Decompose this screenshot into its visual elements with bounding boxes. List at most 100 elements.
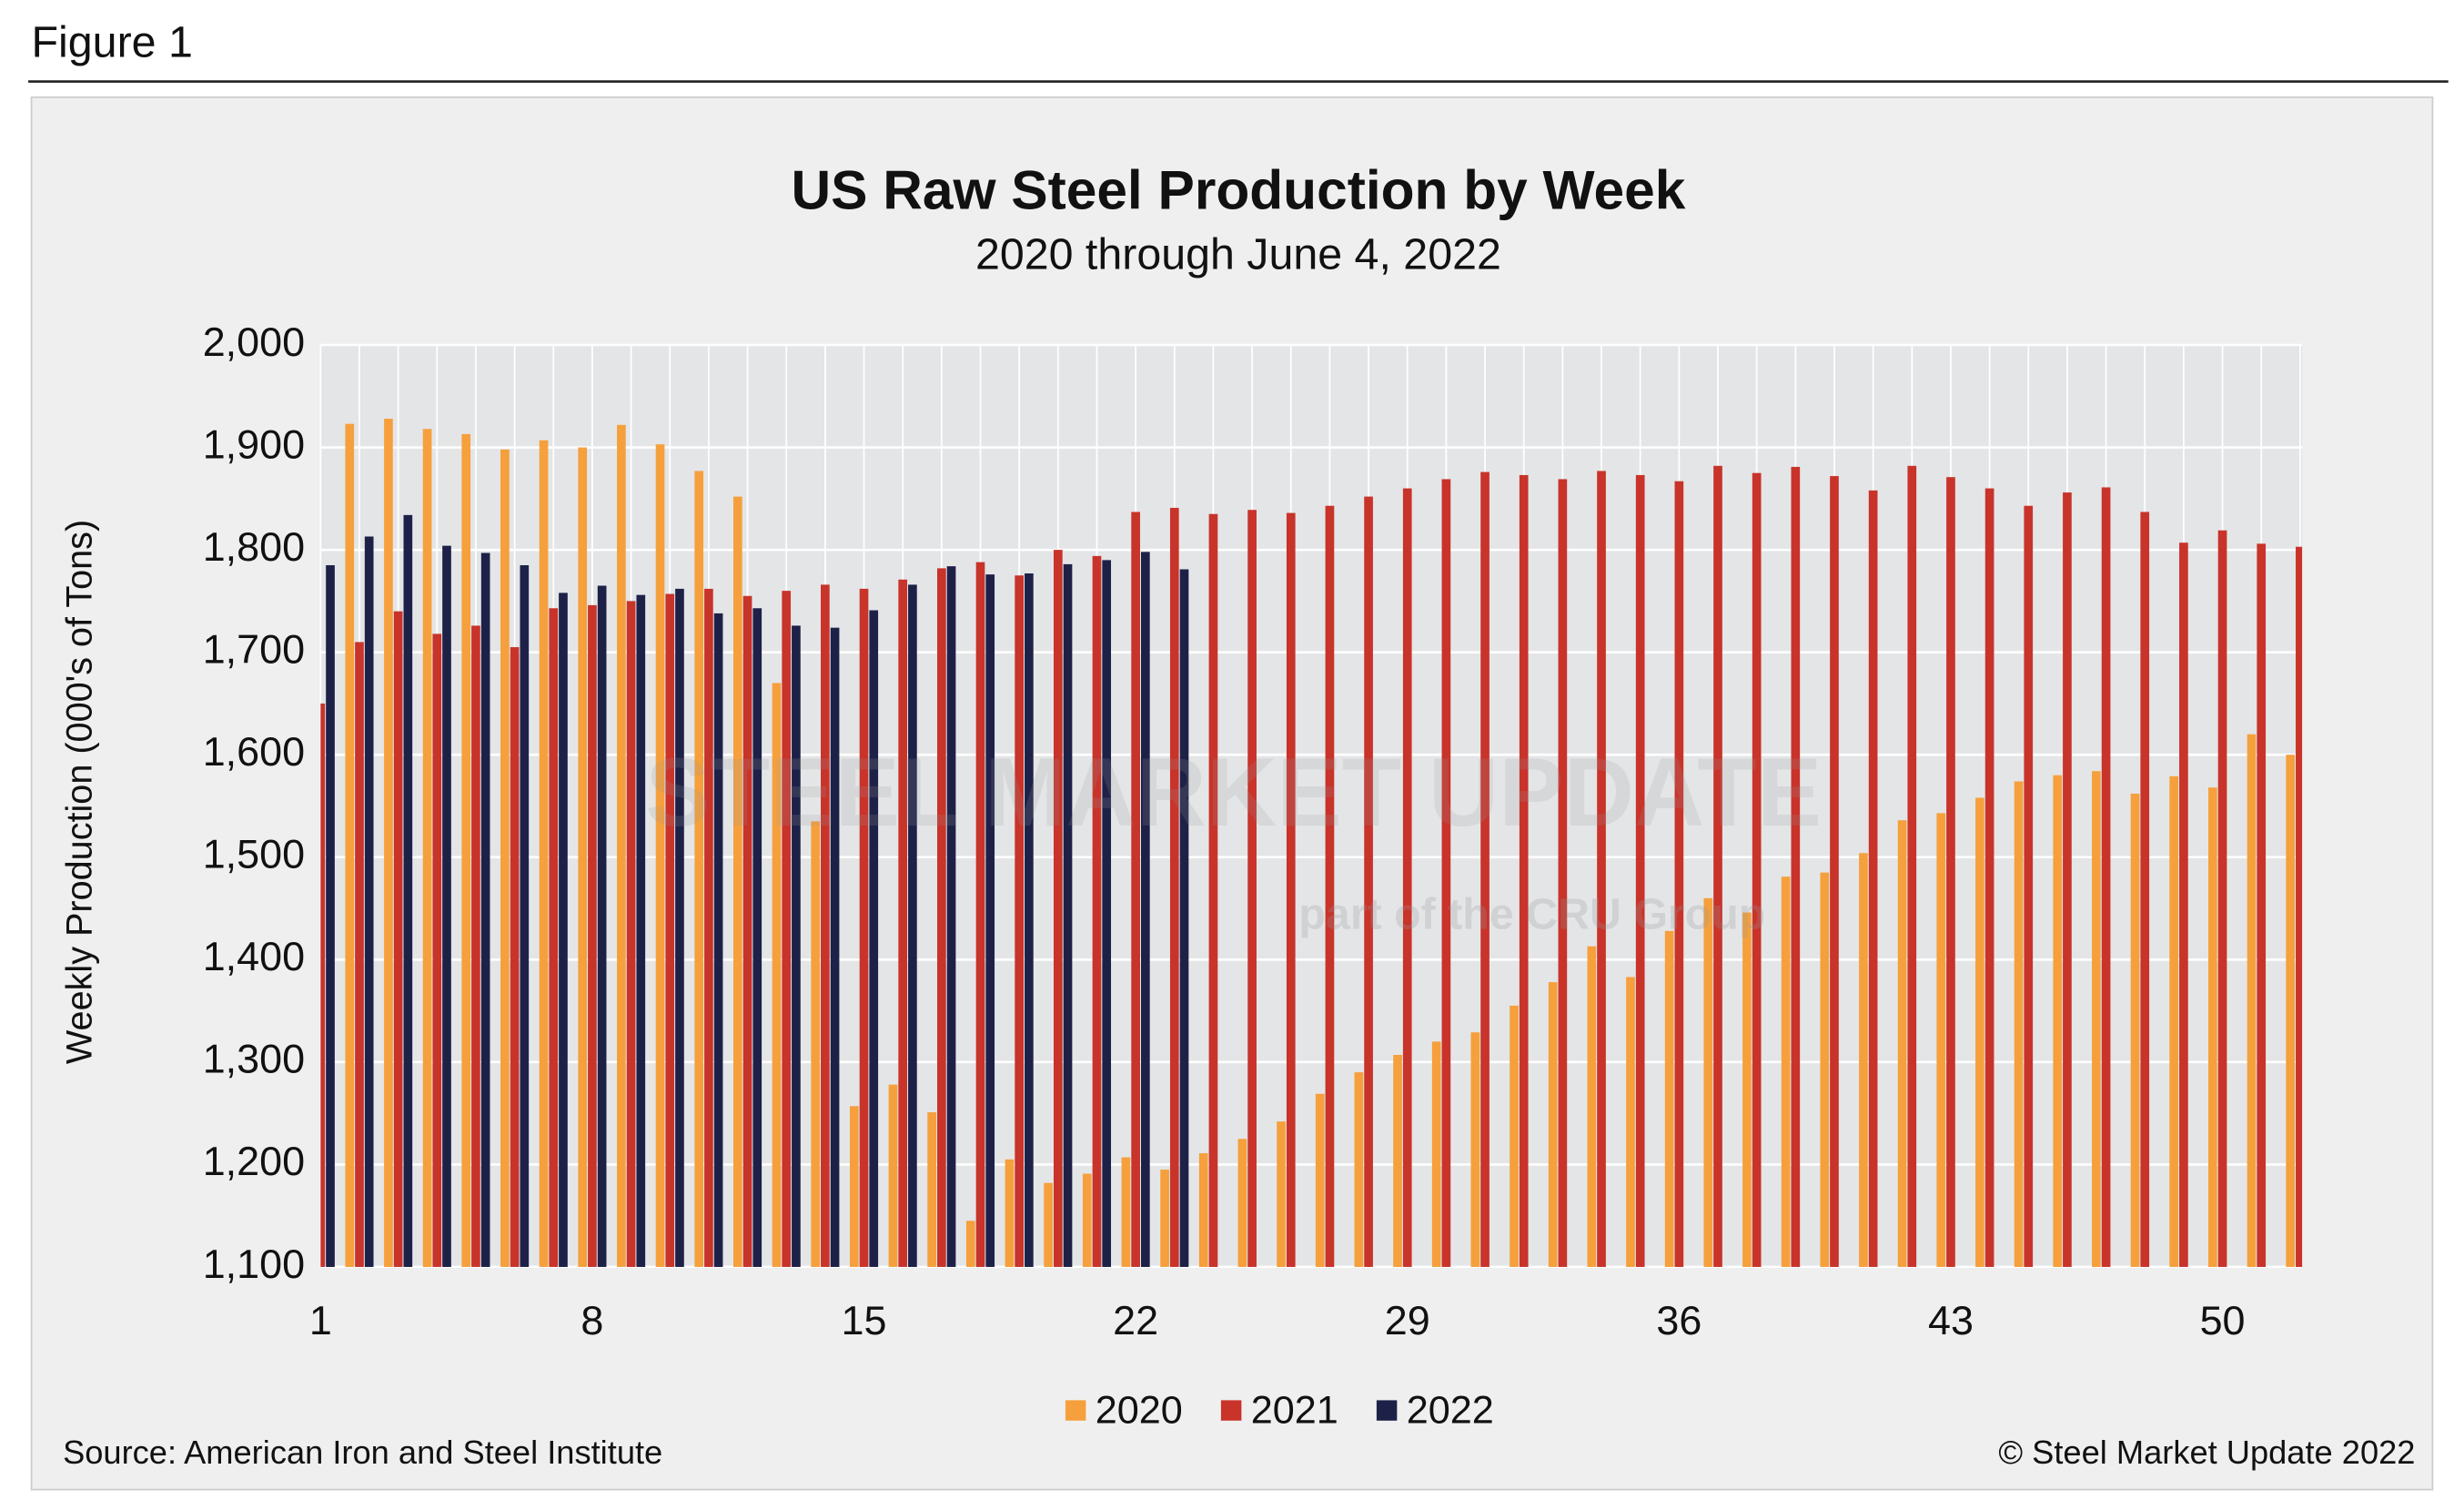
bar (1102, 560, 1112, 1267)
bar (2296, 546, 2303, 1267)
bar (733, 496, 742, 1267)
bar (908, 584, 917, 1267)
bar (1480, 471, 1490, 1267)
bar (384, 419, 393, 1267)
bar (510, 647, 520, 1267)
bar (1402, 488, 1412, 1267)
legend-swatch (1376, 1400, 1398, 1421)
x-tick-label: 1 (309, 1297, 332, 1343)
y-tick-label: 2,000 (203, 319, 305, 365)
bar (2063, 492, 2072, 1267)
bar (1198, 1153, 1208, 1267)
bar (1025, 573, 1034, 1267)
bar (1179, 569, 1189, 1267)
bar (2053, 775, 2063, 1267)
bar (364, 536, 374, 1267)
bar (1548, 982, 1558, 1267)
bar (1975, 797, 1984, 1267)
bar (1868, 490, 1878, 1267)
x-tick-label: 29 (1385, 1297, 1430, 1343)
bar (393, 611, 403, 1267)
bar (1587, 946, 1597, 1267)
bar (1664, 930, 1674, 1267)
source-note: Source: American Iron and Steel Institut… (63, 1434, 662, 1471)
bar (694, 471, 704, 1267)
bar (965, 1221, 975, 1267)
axes: 1,100 1,200 1,300 1,400 1,500 1,600 1,700 1,800… (203, 319, 2246, 1433)
x-tick-label: 22 (1113, 1297, 1158, 1343)
bar (617, 424, 626, 1267)
bar (1984, 488, 1994, 1267)
bar (1053, 550, 1063, 1267)
bar (1237, 1139, 1247, 1267)
legend-swatch (1065, 1400, 1086, 1421)
bar (1674, 481, 1684, 1267)
y-tick-label: 1,400 (203, 933, 305, 979)
bar (1277, 1121, 1286, 1267)
bar (1131, 512, 1140, 1267)
bar (946, 566, 956, 1267)
bar (1160, 1170, 1169, 1267)
plot-area (320, 345, 2303, 1269)
bar (422, 429, 432, 1267)
bar (975, 562, 985, 1267)
bar (1208, 513, 1218, 1267)
watermark: STEEL MARKET UPDATE (645, 737, 1822, 846)
bar (1169, 507, 1179, 1267)
bar (752, 608, 762, 1267)
chart-title: US Raw Steel Production by Week (791, 159, 1685, 221)
bar (578, 447, 588, 1267)
bar (432, 633, 442, 1267)
bar (1907, 465, 1917, 1267)
bar (320, 703, 326, 1267)
bar (898, 579, 908, 1267)
bar (675, 588, 684, 1267)
bar (1936, 813, 1946, 1267)
bar (345, 423, 355, 1267)
chart-subtitle: 2020 through June 4, 2022 (975, 229, 1501, 279)
bar (1558, 479, 1568, 1267)
bar (442, 545, 451, 1267)
legend-label: 2021 (1251, 1389, 1338, 1433)
x-tick-label: 15 (842, 1297, 887, 1343)
bar (597, 585, 607, 1267)
bar (2140, 512, 2150, 1267)
bar (2014, 781, 2024, 1267)
bar (2169, 775, 2179, 1267)
bar (2286, 755, 2295, 1267)
bar (1752, 472, 1762, 1267)
bar (782, 591, 792, 1267)
legend-swatch (1220, 1400, 1242, 1421)
bar (665, 593, 675, 1267)
bar (1519, 474, 1529, 1267)
bar (2130, 793, 2140, 1267)
y-tick-label: 1,600 (203, 728, 305, 775)
bar (626, 601, 636, 1267)
bar (2101, 487, 2111, 1267)
bar (461, 433, 471, 1267)
bar (1626, 977, 1635, 1267)
bar (549, 608, 559, 1267)
bar (1510, 1005, 1519, 1267)
y-tick-label: 1,200 (203, 1138, 305, 1184)
bar (985, 574, 995, 1267)
bar (520, 564, 530, 1267)
bar (937, 568, 946, 1267)
bar (1470, 1032, 1480, 1267)
bar (1393, 1054, 1402, 1267)
bar (1431, 1041, 1441, 1267)
bar (849, 1106, 859, 1267)
bar (1830, 476, 1839, 1267)
x-tick-label: 50 (2200, 1297, 2246, 1343)
bar (888, 1084, 898, 1267)
bar (355, 642, 364, 1267)
bar (1897, 820, 1907, 1267)
bar (1247, 510, 1257, 1267)
watermark-sub: part of the CRU Group (1298, 890, 1765, 939)
x-tick-label: 8 (581, 1297, 603, 1343)
x-tick-label: 43 (1928, 1297, 1974, 1343)
bar (772, 683, 782, 1267)
bar (1121, 1157, 1131, 1267)
bar (713, 613, 723, 1267)
bar (636, 594, 646, 1267)
